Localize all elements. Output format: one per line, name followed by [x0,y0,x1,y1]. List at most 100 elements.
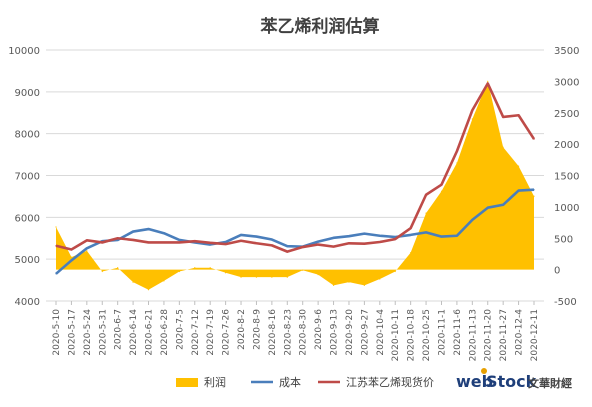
spot-price-point [332,246,335,248]
x-tick-label: 2020-10-25 [422,309,432,361]
x-tick-label: 2020-5-10 [52,309,62,356]
spot-price-point [240,240,242,242]
cost-point [147,228,150,230]
profit-point [317,274,319,276]
spot-price-point [55,245,57,247]
x-tick-label: 2020-5-17 [67,309,77,356]
profit-point [425,212,427,214]
cost-point [502,204,504,206]
spot-price-point [379,241,381,243]
x-tick-label: 2020-7-19 [206,309,216,356]
left-axis: 4000 5000 6000 7000 8000 9000 10000 [8,46,40,308]
cost-point [86,247,88,249]
profit-point [348,281,350,283]
right-tick-label: 1000 [554,203,579,214]
x-tick-label: 2020-12-4 [515,309,525,356]
logo-stock-text: Stock [486,372,537,391]
spot-price-point [163,241,165,244]
spot-price-point [255,242,258,244]
profit-point [117,267,119,269]
legend-label: 成本 [279,375,301,389]
profit-point [271,276,273,278]
spot-price-point [471,109,473,111]
x-tick-label: 2020-8-2 [237,309,247,350]
profit-point [240,276,242,278]
x-tick-label: 2020-10-18 [407,309,417,362]
webstock-logo: web Stock 文華財經 [456,368,572,391]
cost-point [271,238,273,241]
profit-point [163,280,165,282]
x-tick-label: 2020-9-20 [345,309,355,356]
profit-point [70,256,73,258]
x-tick-label: 2020-9-6 [314,309,324,350]
spot-price-point [394,238,396,240]
cost-point [209,243,211,246]
left-tick-label: 10000 [8,46,40,57]
profit-point [147,289,150,291]
spot-price-point [132,239,134,241]
x-tick-label: 2020-6-21 [145,309,155,356]
profit-area [56,81,534,290]
right-tick-label: 2000 [554,140,579,151]
spot-price-point [194,240,196,242]
cost-point [255,235,258,238]
profit-point [302,269,304,271]
x-tick-label: 2020-10-11 [391,309,401,361]
cost-point [533,189,535,191]
spot-price-point [209,242,211,244]
left-tick-label: 4000 [15,297,40,308]
spot-price-point [147,241,150,244]
profit-point [225,272,227,274]
x-tick-label: 2020-7-12 [191,309,201,356]
profit-area-layer [55,80,535,291]
spot-price-point [440,184,443,186]
spot-price-line [55,82,536,253]
spot-price-point [286,251,288,253]
cost-point [348,235,350,237]
profit-point [178,270,180,273]
cost-point [471,219,473,221]
spot-price-point [317,243,319,246]
legend: 利润 成本 江苏苯乙烯现货价 [176,375,434,389]
profit-point [194,267,196,269]
spot-price-point [456,150,458,152]
cost-line [55,188,535,275]
line-series-layer [55,82,536,275]
cost-point [363,233,365,235]
x-tick-label: 2020-8-16 [268,309,278,356]
right-tick-label: 3500 [554,46,579,57]
right-tick-label: 500 [554,234,573,245]
x-tick-label: 2020-12-11 [530,309,540,361]
cost-point [70,259,73,262]
cost-point [240,234,242,236]
cost-point [440,235,443,238]
cost-point [425,231,427,233]
x-tick-label: 2020-9-13 [330,309,340,356]
profit-point [379,278,381,280]
left-tick-label: 6000 [15,213,40,224]
logo-web-text: web [456,372,493,391]
x-tick-label: 2020-5-24 [83,309,93,356]
profit-point [456,162,458,164]
profit-point [517,165,520,167]
x-tick-label: 2020-7-5 [175,309,185,350]
profit-point [86,250,88,252]
spot-price-point [502,116,504,118]
chart-title: 苯乙烯利润估算 [260,16,380,37]
profit-point [471,118,473,120]
cost-point [178,239,180,241]
profit-point [440,190,443,192]
left-tick-label: 8000 [15,130,40,141]
x-tick-label: 2020-9-27 [360,309,370,356]
spot-price-point [302,246,304,248]
profit-point [533,195,535,197]
spot-price-point [117,237,119,239]
right-tick-label: 1500 [554,172,579,183]
spot-price-point [425,194,427,196]
x-tick-label: 2020-8-30 [299,309,309,356]
profit-point [55,226,57,228]
cost-point [487,207,489,209]
spot-price-point [271,244,273,246]
